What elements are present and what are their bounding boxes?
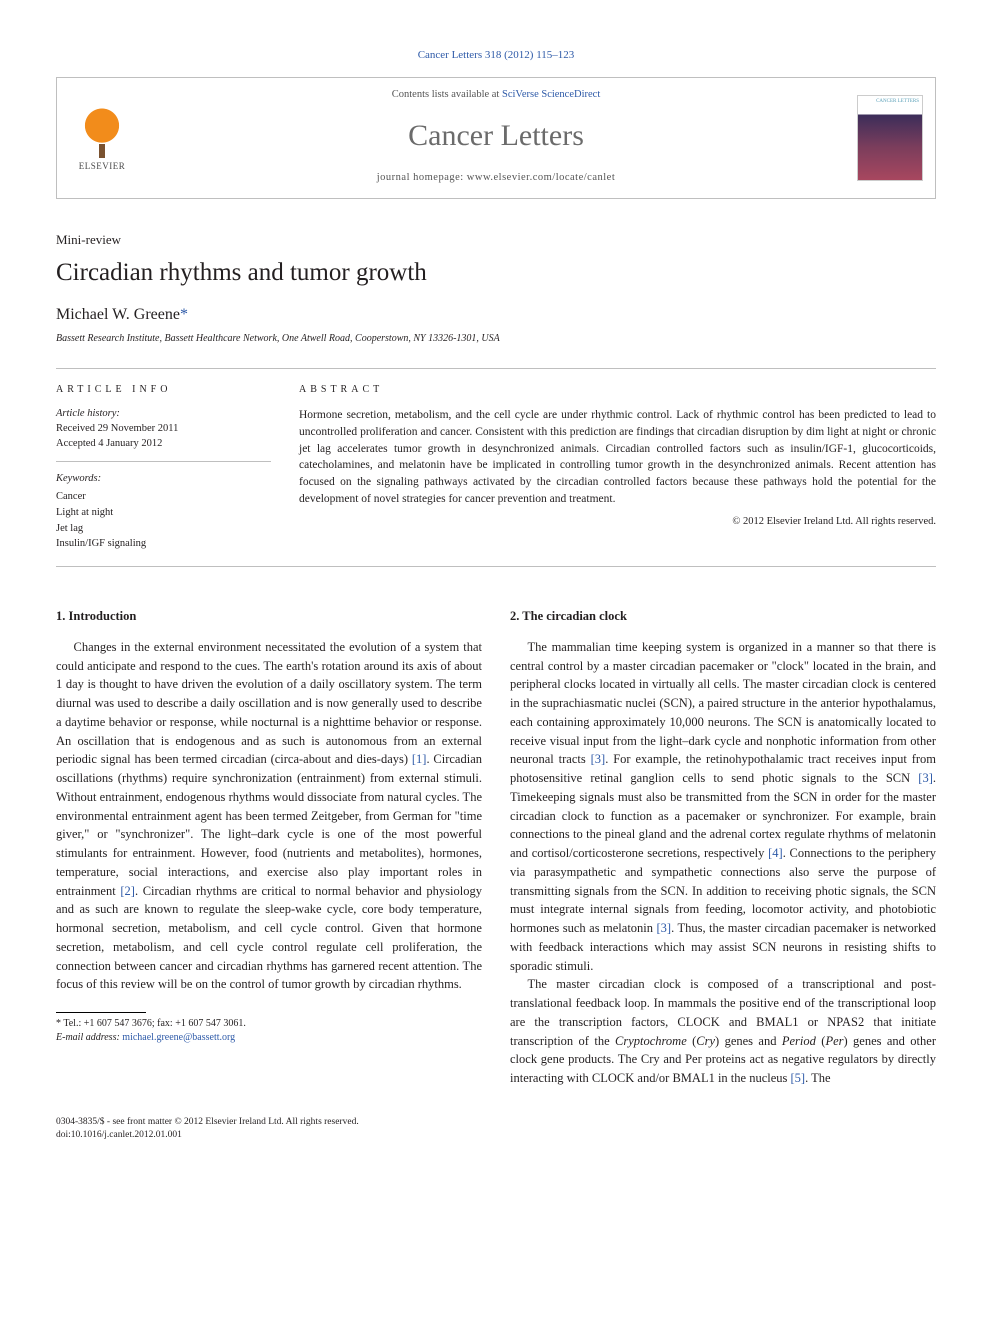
- footnote-tel: * Tel.: +1 607 547 3676; fax: +1 607 547…: [56, 1017, 482, 1031]
- article-history-block: Article history: Received 29 November 20…: [56, 407, 271, 462]
- text-run: The mammalian time keeping system is org…: [510, 640, 936, 767]
- ref-link-3[interactable]: [3]: [918, 771, 933, 785]
- corresponding-author-footnote: * Tel.: +1 607 547 3676; fax: +1 607 547…: [56, 1017, 482, 1045]
- ref-link-4[interactable]: [4]: [768, 846, 783, 860]
- keywords-label: Keywords:: [56, 472, 271, 487]
- right-column: 2. The circadian clock The mammalian tim…: [510, 607, 936, 1088]
- footnote-rule: [56, 1012, 146, 1013]
- elsevier-logo-text: ELSEVIER: [79, 160, 126, 173]
- body-columns: 1. Introduction Changes in the external …: [56, 607, 936, 1088]
- journal-cover-area: [845, 78, 935, 197]
- ref-link-3[interactable]: [3]: [591, 752, 606, 766]
- contents-available-line: Contents lists available at SciVerse Sci…: [147, 88, 845, 103]
- author-name: Michael W. Greene: [56, 306, 180, 323]
- text-run: (: [687, 1034, 697, 1048]
- author-line: Michael W. Greene*: [56, 304, 936, 326]
- ref-link-5[interactable]: [5]: [791, 1071, 806, 1085]
- clock-paragraph-1: The mammalian time keeping system is org…: [510, 638, 936, 976]
- keyword-item: Jet lag: [56, 521, 271, 537]
- gene-name: Cryptochrome: [615, 1034, 687, 1048]
- ref-link-3[interactable]: [3]: [657, 921, 672, 935]
- text-run: . Circadian rhythms are critical to norm…: [56, 884, 482, 992]
- gene-name: Per: [825, 1034, 843, 1048]
- text-run: . Circadian oscillations (rhythms) requi…: [56, 752, 482, 897]
- keyword-item: Insulin/IGF signaling: [56, 536, 271, 552]
- doi-block: 0304-3835/$ - see front matter © 2012 El…: [56, 1116, 936, 1142]
- gene-name: Cry: [696, 1034, 715, 1048]
- affiliation: Bassett Research Institute, Bassett Heal…: [56, 332, 936, 346]
- ref-link-1[interactable]: [1]: [412, 752, 427, 766]
- elsevier-tree-icon: [75, 104, 129, 158]
- gene-name: Period: [782, 1034, 816, 1048]
- page: Cancer Letters 318 (2012) 115–123 ELSEVI…: [0, 0, 992, 1189]
- section-1-heading: 1. Introduction: [56, 607, 482, 626]
- ref-link-2[interactable]: [2]: [120, 884, 135, 898]
- text-run: ) genes and: [715, 1034, 782, 1048]
- publisher-logo-area: ELSEVIER: [57, 78, 147, 197]
- journal-homepage-line: journal homepage: www.elsevier.com/locat…: [147, 171, 845, 186]
- abstract-copyright: © 2012 Elsevier Ireland Ltd. All rights …: [299, 515, 936, 530]
- info-abstract-row: ARTICLE INFO Article history: Received 2…: [56, 368, 936, 567]
- keyword-item: Cancer: [56, 489, 271, 505]
- article-info-heading: ARTICLE INFO: [56, 383, 271, 397]
- received-date: Received 29 November 2011: [56, 422, 271, 437]
- clock-paragraph-2: The master circadian clock is composed o…: [510, 975, 936, 1088]
- text-run: Changes in the external environment nece…: [56, 640, 482, 767]
- section-2-heading: 2. The circadian clock: [510, 607, 936, 626]
- author-email-link[interactable]: michael.greene@bassett.org: [122, 1032, 235, 1043]
- abstract-column: ABSTRACT Hormone secretion, metabolism, …: [299, 369, 936, 566]
- front-matter-line: 0304-3835/$ - see front matter © 2012 El…: [56, 1116, 936, 1129]
- doi-line: doi:10.1016/j.canlet.2012.01.001: [56, 1129, 936, 1142]
- citation-header: Cancer Letters 318 (2012) 115–123: [56, 48, 936, 63]
- journal-title: Cancer Letters: [147, 115, 845, 157]
- sciencedirect-link[interactable]: SciVerse ScienceDirect: [502, 89, 600, 100]
- left-column: 1. Introduction Changes in the external …: [56, 607, 482, 1088]
- keyword-item: Light at night: [56, 505, 271, 521]
- journal-cover-thumbnail: [857, 95, 923, 181]
- abstract-heading: ABSTRACT: [299, 383, 936, 397]
- elsevier-logo: ELSEVIER: [67, 98, 137, 178]
- article-info-column: ARTICLE INFO Article history: Received 2…: [56, 369, 271, 566]
- article-title: Circadian rhythms and tumor growth: [56, 255, 936, 290]
- history-label: Article history:: [56, 407, 271, 422]
- email-label: E-mail address:: [56, 1032, 120, 1043]
- journal-header-box: ELSEVIER Contents lists available at Sci…: [56, 77, 936, 198]
- intro-paragraph: Changes in the external environment nece…: [56, 638, 482, 994]
- footnote-email-line: E-mail address: michael.greene@bassett.o…: [56, 1031, 482, 1045]
- text-run: (: [816, 1034, 826, 1048]
- keywords-list: Cancer Light at night Jet lag Insulin/IG…: [56, 489, 271, 552]
- article-type: Mini-review: [56, 231, 936, 249]
- text-run: . The: [805, 1071, 830, 1085]
- contents-prefix: Contents lists available at: [392, 89, 502, 100]
- header-center: Contents lists available at SciVerse Sci…: [147, 78, 845, 197]
- accepted-date: Accepted 4 January 2012: [56, 437, 271, 452]
- corresponding-author-marker[interactable]: *: [180, 306, 188, 323]
- abstract-text: Hormone secretion, metabolism, and the c…: [299, 407, 936, 507]
